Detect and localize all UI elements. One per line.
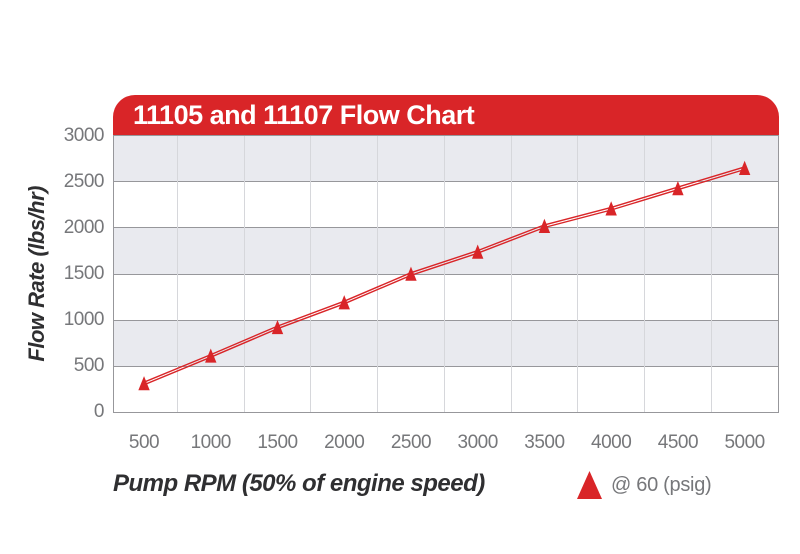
- x-tick-label: 500: [128, 432, 160, 453]
- triangle-marker: [605, 201, 617, 216]
- x-tick-label: 1000: [190, 432, 232, 453]
- triangle-marker: [471, 244, 484, 259]
- legend: @ 60 (psig): [577, 470, 712, 500]
- series-line: [143, 168, 745, 386]
- x-tick-label: 4000: [591, 432, 632, 453]
- vertical-gridline: [443, 136, 445, 412]
- triangle-marker: [138, 376, 150, 391]
- vertical-gridline: [644, 136, 646, 412]
- triangle-marker: [205, 348, 217, 363]
- triangle-marker: [405, 266, 417, 281]
- data-series-plot: [138, 160, 751, 391]
- triangle-up-icon: [577, 471, 602, 499]
- vertical-gridline: [176, 136, 178, 412]
- vertical-gridline: [310, 136, 312, 412]
- band-row: [114, 320, 778, 367]
- triangle-marker: [338, 295, 350, 310]
- triangle-marker: [738, 160, 751, 175]
- chart-title: 11105 and 11107 Flow Chart: [133, 100, 475, 130]
- triangle-marker: [271, 319, 284, 335]
- band-row: [114, 228, 778, 275]
- band-row: [114, 182, 778, 229]
- band-row: [114, 275, 778, 321]
- vertical-gridline: [510, 136, 512, 412]
- x-tick-label: 3500: [524, 432, 565, 453]
- vertical-gridline: [577, 136, 579, 412]
- vertical-gridline: [377, 136, 379, 412]
- x-tick-label: 1500: [257, 432, 298, 453]
- y-tick-label: 2000: [63, 216, 105, 238]
- x-tick-label: 4500: [657, 432, 699, 453]
- chart-header: 11105 and 11107 Flow Chart: [113, 95, 779, 136]
- y-tick-label: 1000: [63, 308, 105, 330]
- y-tick-label: 3000: [63, 124, 105, 146]
- vertical-gridline: [710, 136, 712, 412]
- x-tick-label: 3000: [457, 432, 499, 453]
- y-tick-label: 500: [73, 354, 105, 376]
- y-tick-label: 1500: [63, 262, 105, 284]
- plot-area: [113, 135, 779, 413]
- y-tick-label: 0: [93, 400, 105, 422]
- triangle-marker: [538, 218, 551, 233]
- vertical-gridline: [243, 136, 245, 412]
- background-bands: [114, 136, 778, 412]
- x-tick-label: 5000: [724, 432, 765, 453]
- band-row: [114, 136, 778, 183]
- x-tick-label: 2500: [390, 432, 432, 453]
- y-tick-label: 2500: [63, 170, 105, 192]
- series-line: [143, 166, 745, 383]
- legend-label: @ 60 (psig): [611, 473, 712, 496]
- triangle-marker: [672, 181, 684, 196]
- x-tick-label: 2000: [324, 432, 365, 453]
- x-axis-title: Pump RPM (50% of engine speed): [113, 470, 485, 497]
